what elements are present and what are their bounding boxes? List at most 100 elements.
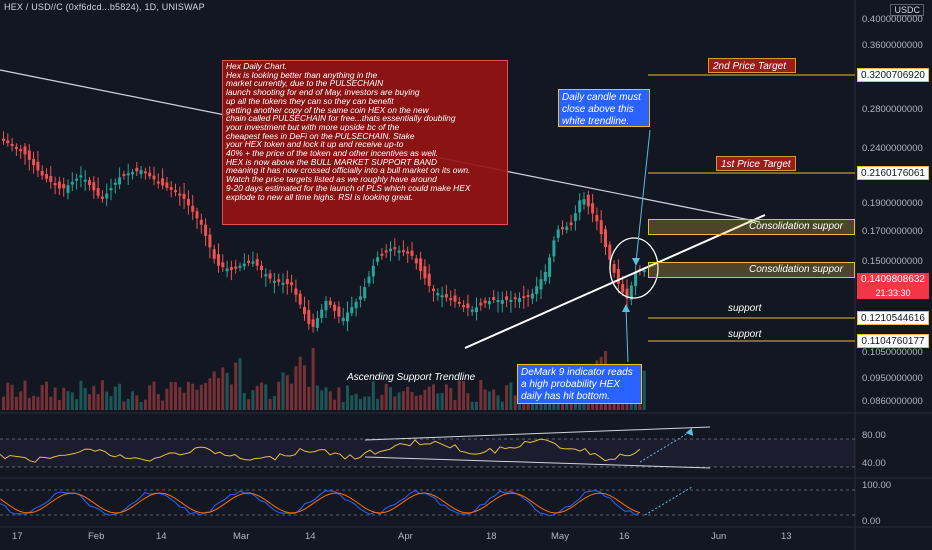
demark-callout[interactable]: DeMark 9 indicator reads a high probabil… (517, 364, 642, 404)
candle-body (32, 158, 36, 166)
candle-body (591, 203, 595, 214)
candle-body (247, 260, 251, 263)
candle-body (195, 211, 199, 219)
candle-body (384, 250, 388, 253)
volume-bar (14, 396, 18, 410)
volume-bar (470, 401, 474, 410)
volume-bar (522, 401, 526, 410)
volume-bar (92, 385, 96, 410)
candle-body (509, 300, 513, 302)
currency-label[interactable]: USDC (890, 4, 924, 16)
candle-body (427, 273, 431, 286)
note-line: explode to new all time highs. RSI is lo… (226, 191, 414, 202)
candle-body (358, 296, 362, 300)
time-axis-label[interactable]: Mar (233, 531, 250, 542)
time-axis-label[interactable]: Apr (398, 531, 413, 542)
volume-bar (251, 390, 255, 410)
analysis-note[interactable]: Hex Daily Chart. Hex is looking better th… (222, 60, 508, 225)
target1-price-tag: 0.2160176061 (857, 166, 929, 180)
consolidation-zone-1[interactable]: Consolidation suppor (648, 219, 855, 235)
ascending-trendline[interactable] (464, 214, 766, 349)
candle-body (616, 268, 620, 284)
highlight-circle (609, 237, 659, 299)
candle-body (389, 248, 392, 252)
candle-body (453, 295, 457, 302)
candle-body (406, 251, 410, 254)
candle-body (186, 198, 190, 206)
price-target-2-label[interactable]: 2nd Price Target (708, 58, 796, 73)
time-axis-label[interactable]: Feb (88, 531, 105, 542)
volume-bar (66, 391, 70, 410)
candlesticks (2, 131, 646, 333)
candle-body (337, 306, 341, 317)
volume-bar (79, 380, 83, 410)
candle-body (324, 301, 328, 311)
price-axis-label: 0.4000000000 (862, 14, 923, 25)
daily-candle-callout[interactable]: Daily candle must close above this white… (558, 89, 650, 127)
volume-bar (247, 399, 251, 410)
candle-body (487, 301, 491, 305)
time-axis-label[interactable]: 17 (12, 531, 23, 542)
volume-bar (371, 381, 375, 410)
candle-body (10, 144, 14, 147)
time-axis-label[interactable]: 13 (781, 531, 792, 542)
candle-body (479, 302, 483, 306)
volume-bar (88, 394, 91, 410)
candle-body (552, 240, 556, 257)
candle-body (578, 200, 582, 213)
volume-bar (333, 399, 337, 410)
candle-body (49, 176, 53, 182)
time-axis-label[interactable]: 18 (486, 531, 497, 542)
volume-bar (40, 384, 44, 410)
candle-body (470, 309, 474, 312)
time-axis-label[interactable]: 14 (156, 531, 167, 542)
volume-bar (513, 395, 517, 410)
volume-bar (492, 389, 496, 410)
volume-bar (393, 396, 397, 410)
volume-bar (32, 395, 36, 410)
candle-body (444, 294, 448, 298)
candle-body (148, 172, 152, 177)
time-axis-label[interactable]: May (551, 531, 569, 542)
volume-bar (561, 399, 564, 410)
time-axis-label[interactable]: 16 (619, 531, 630, 542)
volume-bar (376, 398, 380, 410)
volume-bar (483, 389, 487, 410)
volume-bar (285, 375, 289, 410)
candle-body (217, 254, 220, 266)
volume-bar (57, 400, 61, 410)
time-axis-label[interactable]: 14 (305, 531, 316, 542)
candle-body (634, 272, 638, 287)
candle-body (152, 175, 156, 180)
candle-body (182, 193, 186, 199)
volume-bar (449, 388, 453, 410)
volume-bar (556, 398, 560, 410)
rsi-trendline-bottom (364, 456, 711, 469)
ascending-trendline-label: Ascending Support Trendline (347, 372, 476, 383)
volume-bar (268, 399, 272, 410)
consolidation-zone-2[interactable]: Consolidation suppor (648, 262, 855, 278)
rsi-arrow (639, 431, 691, 463)
note-line: 9-20 days estimated for the launch of PL… (226, 182, 471, 193)
stoch-axis-label: 100.00 (862, 480, 892, 491)
volume-bar (315, 385, 319, 410)
volume-bar (174, 382, 177, 410)
candle-body (191, 205, 195, 212)
candle-body (419, 258, 423, 271)
note-line: market currently, due to the PULSECHAIN (226, 78, 384, 89)
price-target-1-label[interactable]: 1st Price Target (716, 156, 796, 171)
candle-body (23, 146, 27, 155)
volume-bar (131, 391, 134, 410)
volume-bar (406, 386, 410, 410)
candle-body (83, 179, 87, 182)
candle-body (238, 265, 242, 268)
candle-body (40, 170, 44, 176)
candle-body (535, 286, 539, 295)
candle-body (363, 287, 367, 299)
volume-bar (204, 383, 208, 410)
rsi-arrow-head (685, 427, 694, 436)
time-axis-label[interactable]: Jun (711, 531, 727, 542)
rsi-axis-label: 80.00 (862, 430, 886, 441)
volume-bar (122, 401, 126, 410)
